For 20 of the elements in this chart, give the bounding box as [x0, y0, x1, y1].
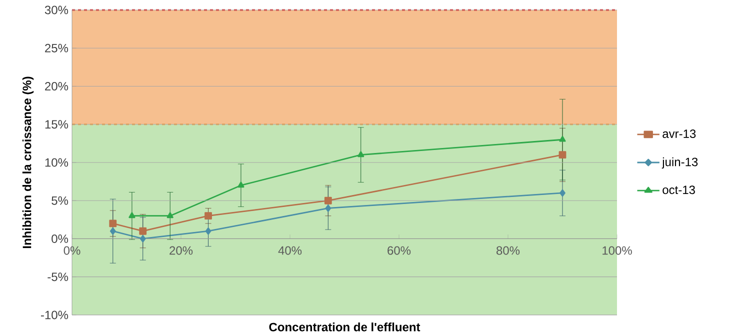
y-tick-label: 5% [52, 196, 68, 205]
x-tick-label: 0% [64, 246, 80, 255]
y-tick-label: 30% [44, 6, 68, 14]
y-tick-label: -10% [40, 310, 68, 320]
y-tick-label: 25% [45, 44, 68, 52]
y-axis-title: Inhibition de la croissance (%) [22, 76, 34, 248]
y-tick-label: 10% [45, 158, 68, 167]
x-tick-label: 40% [278, 246, 302, 255]
x-tick-label: 100% [602, 246, 632, 255]
legend-label: juin-13 [662, 157, 698, 169]
x-tick-label: 80% [496, 246, 520, 255]
y-tick-label: -5% [48, 272, 68, 282]
legend-label: avr-13 [662, 130, 696, 138]
x-axis-title: Concentration de l'effluent [269, 322, 420, 332]
y-tick-label: 20% [45, 82, 68, 90]
x-tick-label: 60% [388, 246, 411, 255]
x-tick-label: 20% [170, 246, 193, 255]
legend-label: oct-13 [662, 186, 695, 194]
y-tick-label: 0% [52, 234, 68, 243]
y-tick-label: 15% [45, 120, 68, 129]
